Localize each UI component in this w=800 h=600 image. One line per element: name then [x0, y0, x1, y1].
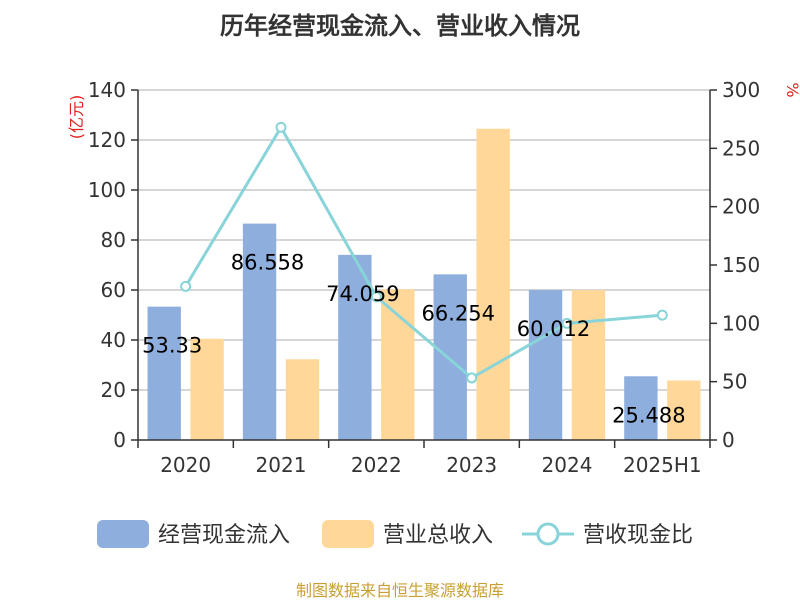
legend-label-ratio: 营收现金比: [583, 523, 693, 548]
cash-inflow-bar: [528, 289, 563, 440]
legend-swatch-revenue: [322, 520, 374, 548]
ratio-line-point: [275, 121, 287, 133]
x-tick-label: 2021: [256, 453, 307, 477]
cash-inflow-data-label: 86.558: [231, 251, 304, 275]
data-labels: 53.33 86.558 74.059 66.254 60.012 25.488: [142, 251, 685, 428]
cash-inflow-data-label: 74.059: [326, 282, 399, 306]
left-tick-label: 60: [101, 278, 126, 302]
left-axis-unit: (亿元): [67, 95, 86, 140]
left-tick-label: 20: [101, 378, 126, 402]
legend-label-cash-inflow: 经营现金流入: [158, 523, 290, 548]
cash-inflow-bar: [624, 376, 658, 440]
cash-inflow-bar: [147, 306, 181, 440]
gridlines: [138, 89, 710, 391]
ratio-line-point: [561, 317, 573, 329]
left-tick-label: 80: [101, 228, 126, 252]
legend-swatch-cash-inflow: [97, 520, 149, 548]
legend-swatch-ratio-marker: [536, 522, 560, 546]
revenue-bar: [476, 128, 510, 440]
legend-label-revenue: 营业总收入: [383, 523, 493, 548]
ratio-line-path: [184, 124, 663, 380]
ratio-line-point: [656, 309, 668, 321]
cash-inflow-data-label: 53.33: [142, 334, 202, 358]
cash-inflow-data-label: 25.488: [612, 403, 685, 427]
revenue-bar: [285, 359, 320, 440]
source-note: 制图数据来自恒生聚源数据库: [296, 581, 504, 600]
right-tick-label: 50: [722, 370, 747, 394]
x-tick-label: 2024: [542, 453, 593, 477]
revenue-bar: [667, 380, 701, 440]
ratio-line-point: [180, 280, 192, 292]
chart-title: 历年经营现金流入、营业收入情况: [220, 12, 580, 40]
left-tick-label: 120: [88, 128, 126, 152]
axes: 0 20 40 60 80 100 120 140 0 50 100 150 200 250 300 2020…: [88, 78, 760, 477]
left-tick-label: 140: [88, 78, 126, 102]
left-tick-label: 0: [113, 428, 126, 452]
cash-inflow-data-label: 60.012: [517, 317, 590, 341]
legend: 经营现金流入 营业总收入 营收现金比: [97, 520, 693, 548]
ratio-line-point: [466, 372, 478, 384]
revenue-bar: [190, 338, 224, 440]
revenue-bar: [381, 289, 415, 440]
right-tick-label: 150: [722, 253, 760, 277]
x-tick-label: 2025H1: [623, 453, 702, 477]
right-axis-unit: %: [783, 82, 800, 97]
left-tick-label: 40: [101, 328, 126, 352]
cash-inflow-data-label: 66.254: [421, 301, 494, 325]
cash-inflow-bar: [433, 274, 467, 440]
ratio-line: [180, 121, 668, 384]
right-tick-label: 100: [722, 311, 760, 335]
cash-inflow-bar: [338, 254, 372, 440]
left-tick-label: 100: [88, 178, 126, 202]
revenue-bar: [571, 290, 606, 440]
ratio-line-point: [370, 291, 382, 303]
x-tick-label: 2022: [351, 453, 402, 477]
bars: [147, 128, 701, 440]
right-tick-label: 250: [722, 136, 760, 160]
x-tick-label: 2020: [160, 453, 211, 477]
right-tick-label: 0: [722, 428, 735, 452]
right-tick-label: 300: [722, 78, 760, 102]
x-tick-label: 2023: [446, 453, 497, 477]
cash-inflow-bar: [242, 223, 277, 440]
right-tick-label: 200: [722, 195, 760, 219]
